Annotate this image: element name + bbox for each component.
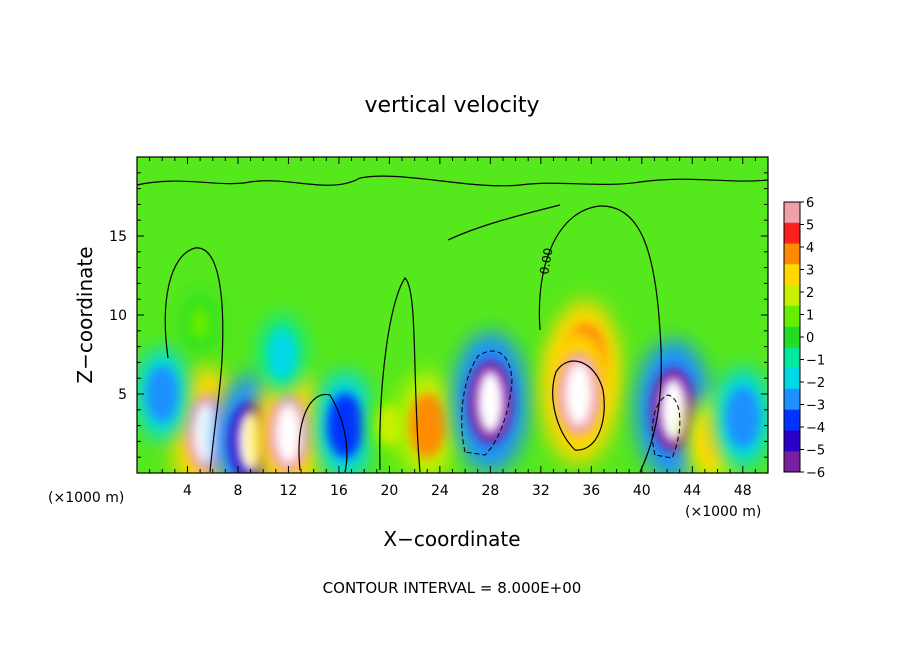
- x-tick-label: 12: [280, 483, 298, 499]
- heatmap-cell-peak: [477, 370, 504, 434]
- colorbar-swatch: [784, 222, 800, 245]
- x-tick-label: 20: [380, 483, 398, 499]
- heatmap-cell-peak: [565, 362, 592, 426]
- contour-line: [538, 205, 662, 473]
- x-tick-label: 36: [582, 483, 600, 499]
- x-unit-left: (×1000 m): [48, 490, 124, 506]
- footer-note: CONTOUR INTERVAL = 8.000E+00: [323, 579, 582, 597]
- contour-line: [447, 204, 561, 241]
- y-axis-label: Z−coordinate: [73, 246, 97, 383]
- colorbar-tick-label: −1: [806, 354, 825, 369]
- x-tick-label: 28: [481, 483, 499, 499]
- colorbar-tick-label: 1: [806, 309, 814, 324]
- heatmap-cell-core: [268, 330, 296, 379]
- x-tick-label: 44: [683, 483, 701, 499]
- colorbar-tick-label: 3: [806, 264, 814, 279]
- contour-line: [298, 393, 348, 473]
- colorbar-swatch: [784, 368, 800, 390]
- contour-line: [552, 360, 605, 451]
- x-tick-label: 48: [734, 483, 752, 499]
- contour-line: [379, 277, 421, 473]
- x-tick-label: 40: [633, 483, 651, 499]
- colorbar-tick-label: 4: [806, 241, 814, 256]
- dashed-contours: [461, 350, 681, 459]
- heatmap-cell-core: [377, 405, 402, 446]
- x-tick-label: 4: [183, 483, 192, 499]
- colorbar-swatch: [784, 305, 800, 328]
- heatmap-cell-core: [146, 366, 178, 422]
- dashed-contour: [651, 394, 681, 459]
- colorbar-swatch: [784, 451, 800, 473]
- y-tick-label: 10: [109, 308, 127, 324]
- colorbar-tick-label: 0: [806, 331, 814, 346]
- heatmap-cell-core: [725, 387, 760, 448]
- x-tick-label: 32: [532, 483, 550, 499]
- colorbar-swatch: [784, 388, 800, 411]
- colorbar-tick-label: 2: [806, 286, 814, 301]
- x-tick-label: 8: [233, 483, 242, 499]
- colorbar-tick-label: 6: [806, 196, 814, 211]
- y-tick-label: 5: [118, 387, 127, 403]
- heatmap-field: 0.00: [137, 157, 768, 473]
- heatmap-cell-core: [189, 305, 211, 340]
- heatmap-cell-core: [409, 393, 446, 458]
- x-tick-label: 24: [431, 483, 449, 499]
- colorbar-swatch: [784, 347, 800, 369]
- colorbar-tick-label: −5: [806, 444, 825, 459]
- field-blobs: [137, 294, 768, 473]
- contour-lines: [137, 175, 768, 473]
- colorbar-swatch: [784, 285, 800, 307]
- y-axis: 5 10 15: [109, 172, 768, 458]
- colorbar-tick-label: −4: [806, 421, 825, 436]
- chart-title: vertical velocity: [364, 93, 539, 118]
- colorbar-tick-label: −6: [806, 466, 825, 481]
- colorbar-swatch: [784, 409, 800, 431]
- colorbar-tick-label: −3: [806, 399, 825, 414]
- contour-line: [137, 175, 768, 187]
- colorbar: 6 5 4 3 2 1 0 −1 −2 −3 −4 −5 −6: [783, 196, 825, 481]
- contour-label: 0.00: [537, 247, 555, 276]
- colorbar-swatch: [784, 430, 800, 452]
- x-tick-label: 16: [330, 483, 348, 499]
- heatmap-cell-peak: [660, 378, 687, 442]
- colorbar-swatch: [784, 326, 800, 348]
- colorbar-swatch: [784, 264, 800, 286]
- dashed-contour: [461, 350, 513, 456]
- x-unit-right: (×1000 m): [685, 504, 761, 520]
- colorbar-tick-label: 5: [806, 219, 814, 234]
- heatmap-cell-core: [327, 393, 364, 458]
- contour-line: [164, 247, 224, 473]
- colorbar-swatch: [784, 243, 800, 265]
- x-axis-label: X−coordinate: [383, 527, 520, 551]
- y-tick-label: 15: [109, 229, 127, 245]
- colorbar-tick-label: −2: [806, 376, 825, 391]
- colorbar-swatch: [784, 202, 800, 224]
- heatmap-cell-peak: [275, 403, 302, 464]
- x-axis: 4 8 12 16 20 24 28 32 36 40 44 48: [149, 157, 756, 499]
